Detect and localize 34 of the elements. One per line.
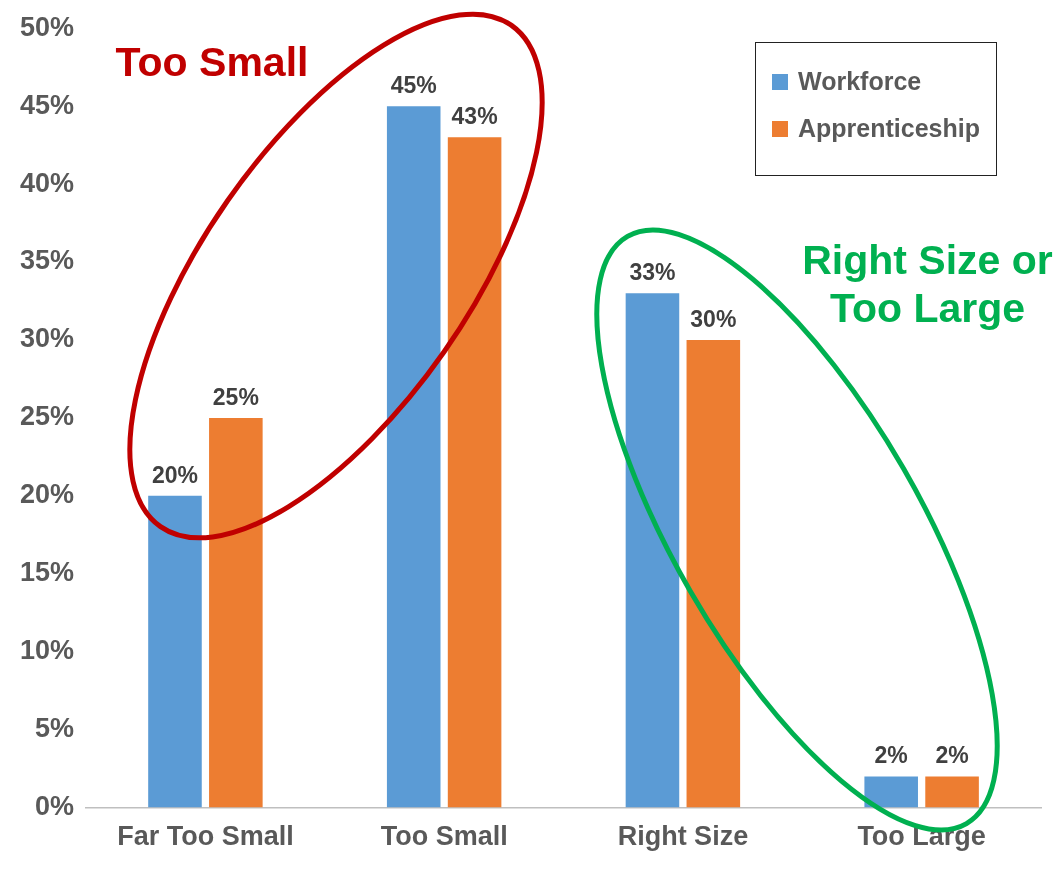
- annotation: Right Size or Too Large: [801, 236, 1054, 332]
- x-tick-label: Too Small: [380, 821, 508, 852]
- y-tick-label: 40%: [19, 167, 75, 198]
- bar: [447, 137, 502, 808]
- y-tick-label: 20%: [19, 479, 75, 510]
- y-tick-label: 50%: [19, 11, 75, 42]
- y-tick-label: 45%: [19, 89, 75, 120]
- bar: [864, 776, 918, 808]
- bar: [925, 776, 979, 808]
- y-tick-label: 25%: [19, 401, 75, 432]
- text: 43%: [451, 103, 498, 130]
- text: 25%: [212, 383, 259, 410]
- text: 45%: [390, 71, 437, 98]
- bar: [686, 339, 741, 808]
- y-tick-label: 15%: [19, 557, 75, 588]
- y-tick-label: 5%: [35, 713, 75, 744]
- x-tick-label: Far Too Small: [117, 821, 294, 852]
- y-tick-label: 35%: [19, 245, 75, 276]
- bar: [625, 293, 680, 808]
- legend-label: Apprenticeship: [798, 114, 980, 144]
- text: 33%: [629, 259, 676, 286]
- text: 2%: [874, 742, 908, 769]
- legend-label: Workforce: [798, 67, 922, 97]
- y-tick-label: 0%: [35, 791, 75, 822]
- text: 20%: [151, 461, 198, 488]
- y-tick-label: 10%: [19, 635, 75, 666]
- text: 2%: [935, 742, 969, 769]
- x-tick-label: Right Size: [617, 821, 749, 852]
- annotation: Too Small: [114, 38, 310, 86]
- bar: [209, 417, 263, 808]
- text: 30%: [690, 305, 737, 332]
- bar: [386, 106, 441, 808]
- y-tick-label: 30%: [19, 323, 75, 354]
- bar: [148, 495, 202, 808]
